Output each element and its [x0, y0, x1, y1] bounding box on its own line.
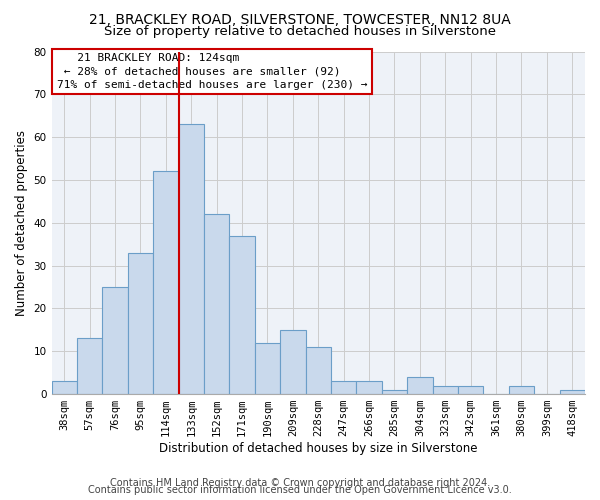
Bar: [509, 386, 534, 394]
Bar: [77, 338, 103, 394]
Bar: [331, 381, 356, 394]
Bar: [305, 347, 331, 394]
Text: 21 BRACKLEY ROAD: 124sqm
 ← 28% of detached houses are smaller (92)
71% of semi-: 21 BRACKLEY ROAD: 124sqm ← 28% of detach…: [57, 53, 367, 90]
Bar: [382, 390, 407, 394]
Text: Size of property relative to detached houses in Silverstone: Size of property relative to detached ho…: [104, 25, 496, 38]
Bar: [433, 386, 458, 394]
Bar: [407, 377, 433, 394]
Text: 21, BRACKLEY ROAD, SILVERSTONE, TOWCESTER, NN12 8UA: 21, BRACKLEY ROAD, SILVERSTONE, TOWCESTE…: [89, 12, 511, 26]
Bar: [560, 390, 585, 394]
Bar: [179, 124, 204, 394]
Bar: [458, 386, 484, 394]
Bar: [103, 287, 128, 394]
Bar: [204, 214, 229, 394]
Bar: [255, 342, 280, 394]
Bar: [153, 172, 179, 394]
Bar: [356, 381, 382, 394]
Bar: [52, 381, 77, 394]
Bar: [280, 330, 305, 394]
Text: Contains HM Land Registry data © Crown copyright and database right 2024.: Contains HM Land Registry data © Crown c…: [110, 478, 490, 488]
X-axis label: Distribution of detached houses by size in Silverstone: Distribution of detached houses by size …: [159, 442, 478, 455]
Bar: [128, 253, 153, 394]
Y-axis label: Number of detached properties: Number of detached properties: [15, 130, 28, 316]
Bar: [229, 236, 255, 394]
Text: Contains public sector information licensed under the Open Government Licence v3: Contains public sector information licen…: [88, 485, 512, 495]
